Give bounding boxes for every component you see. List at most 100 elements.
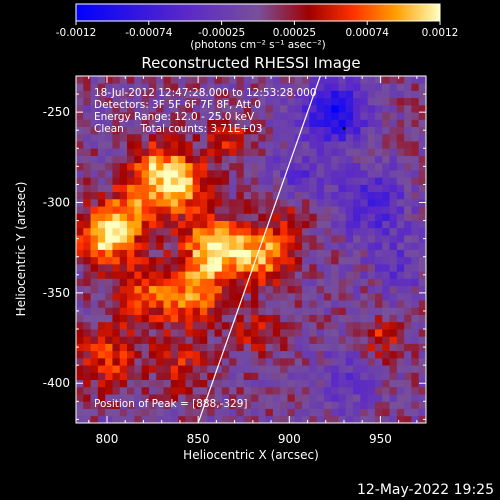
heatmap-cell [272, 141, 281, 149]
heatmap-cell [345, 206, 354, 214]
heatmap-cell [411, 191, 420, 200]
heatmap-cell [258, 372, 266, 381]
heatmap-cell [396, 278, 405, 287]
heatmap-cell [83, 191, 91, 200]
heatmap-cell [331, 379, 339, 388]
heatmap-cell [258, 278, 266, 287]
heatmap-cell [214, 256, 223, 265]
heatmap-cell [265, 357, 274, 366]
heatmap-cell [221, 112, 230, 120]
heatmap-cell [258, 249, 266, 258]
heatmap-cell [404, 386, 412, 395]
heatmap-cell [258, 97, 266, 106]
heatmap-cell [170, 90, 179, 99]
heatmap-cell [389, 97, 398, 106]
heatmap-cell [374, 263, 383, 272]
heatmap-cell [316, 191, 325, 200]
heatmap-cell [323, 415, 332, 423]
heatmap-cell [127, 278, 135, 287]
heatmap-cell [105, 90, 113, 99]
heatmap-cell [258, 133, 266, 142]
heatmap-cell [258, 343, 266, 352]
heatmap-cell [251, 372, 259, 381]
heatmap-cell [134, 169, 143, 178]
heatmap-cell [309, 336, 318, 344]
heatmap-cell [83, 162, 91, 171]
heatmap-cell [229, 155, 237, 164]
heatmap-cell [272, 104, 281, 113]
heatmap-cell [294, 343, 303, 352]
heatmap-cell [243, 408, 252, 417]
heatmap-cell [294, 162, 303, 171]
heatmap-cell [251, 104, 259, 113]
heatmap-cell [280, 104, 288, 113]
heatmap-cell [367, 314, 376, 323]
heatmap-cell [389, 90, 398, 99]
heatmap-cell [199, 155, 208, 164]
heatmap-cell [345, 278, 354, 287]
heatmap-cell [287, 249, 296, 258]
heatmap-cell [360, 220, 369, 229]
heatmap-cell [243, 372, 252, 381]
heatmap-cell [411, 133, 420, 142]
heatmap-cell [382, 321, 390, 330]
heatmap-cell [199, 76, 208, 84]
heatmap-cell [90, 206, 99, 214]
heatmap-cell [258, 321, 266, 330]
heatmap-cell [76, 357, 84, 366]
heatmap-cell [214, 206, 223, 214]
solar-limb-line [197, 76, 321, 423]
heatmap-cell [105, 169, 113, 178]
heatmap-cell [83, 76, 91, 84]
heatmap-cell [389, 271, 398, 279]
heatmap-cell [134, 379, 143, 388]
heatmap-cell [338, 329, 347, 337]
heatmap-cell [97, 386, 106, 395]
heatmap-cell [148, 372, 157, 381]
heatmap-cell [353, 357, 361, 366]
heatmap-cell [396, 112, 405, 120]
heatmap-cell [331, 169, 339, 178]
heatmap-cell [221, 329, 230, 337]
heatmap-cell [251, 206, 259, 214]
heatmap-cell [382, 256, 390, 265]
heatmap-cell [374, 357, 383, 366]
heatmap-cell [258, 162, 266, 171]
heatmap-cell [207, 343, 215, 352]
heatmap-cell [396, 300, 405, 308]
heatmap-cell [163, 314, 172, 323]
heatmap-cell [302, 408, 310, 417]
heatmap-cell [360, 213, 369, 221]
heatmap-cell [199, 133, 208, 142]
heatmap-cell [294, 184, 303, 193]
heatmap-cell [214, 148, 223, 156]
heatmap-cell [345, 321, 354, 330]
heatmap-cell [170, 177, 179, 185]
heatmap-cell [323, 141, 332, 149]
heatmap-cell [83, 90, 91, 99]
heatmap-cell [185, 141, 194, 149]
heatmap-cell [170, 119, 179, 128]
heatmap-cell [105, 155, 113, 164]
heatmap-cell [280, 401, 288, 409]
heatmap-cell [105, 97, 113, 106]
heatmap-cell [374, 300, 383, 308]
heatmap-cell [404, 133, 412, 142]
plot-frame [75, 75, 427, 424]
heatmap-cell [221, 119, 230, 128]
heatmap-cell [367, 213, 376, 221]
heatmap-cell [323, 97, 332, 106]
heatmap-cell [287, 119, 296, 128]
heatmap-cell [163, 365, 172, 373]
heatmap-cell [411, 285, 420, 294]
heatmap-cell [302, 386, 310, 395]
heatmap-cell [396, 104, 405, 113]
heatmap-cell [280, 350, 288, 359]
heatmap-cell [76, 329, 84, 337]
heatmap-cell [119, 242, 128, 250]
heatmap-cell [323, 278, 332, 287]
heatmap-cell [309, 206, 318, 214]
heatmap-cell [331, 408, 339, 417]
heatmap-cell [360, 256, 369, 265]
heatmap-cell [265, 206, 274, 214]
